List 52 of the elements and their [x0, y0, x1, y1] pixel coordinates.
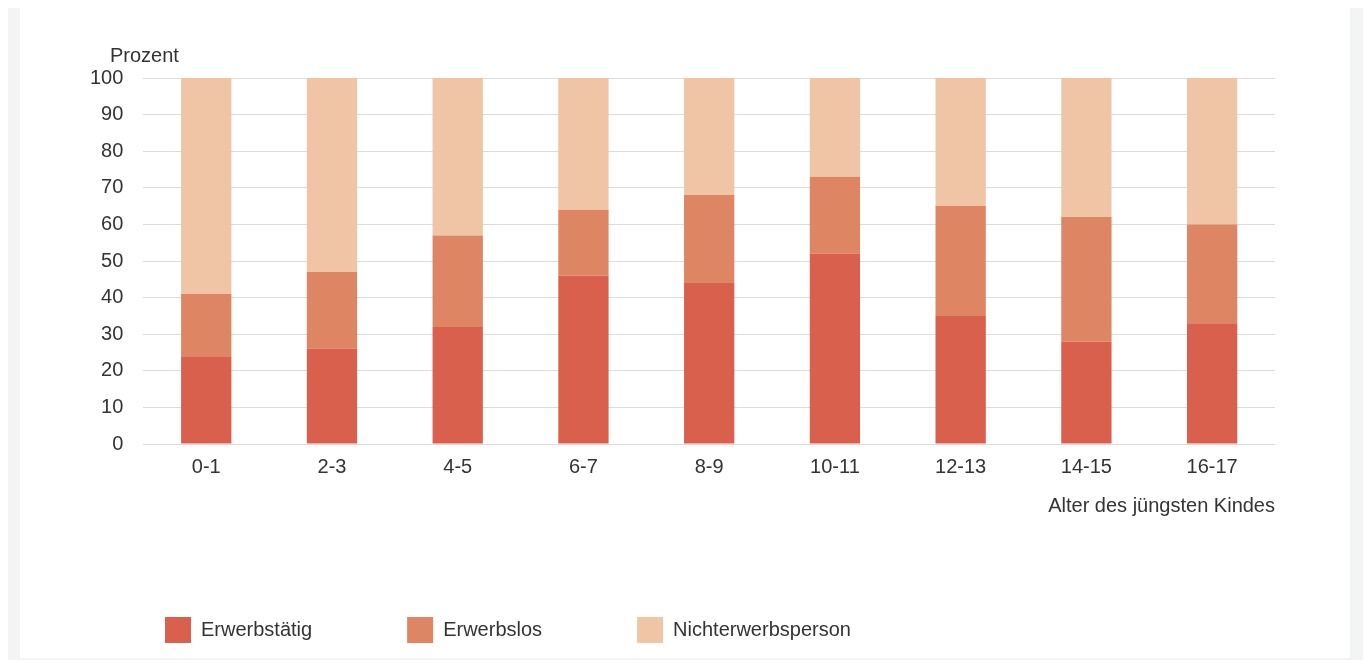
y-tick-label: 70 — [101, 175, 124, 198]
bar — [684, 78, 735, 196]
bar — [432, 78, 483, 236]
bar — [306, 271, 358, 349]
bar — [684, 282, 735, 444]
bar — [809, 176, 861, 254]
y-tick-label: 40 — [101, 285, 124, 308]
x-tick-label: 12-13 — [935, 454, 987, 477]
bar — [1186, 323, 1238, 444]
y-tick-label: 60 — [101, 211, 124, 234]
x-tick-label: 2-3 — [317, 454, 347, 477]
bar — [1186, 78, 1238, 225]
bar — [432, 326, 483, 444]
legend-label: Erwerbslos — [443, 617, 543, 640]
y-tick-label: 50 — [101, 248, 124, 271]
x-tick-label: 10-11 — [810, 454, 860, 477]
bar — [558, 275, 609, 444]
bar — [1061, 78, 1112, 218]
y-tick-label: 0 — [112, 431, 124, 454]
x-tick-label: 6-7 — [568, 454, 598, 477]
x-axis-title: Alter des jüngsten Kindes — [1048, 493, 1275, 516]
bar — [809, 253, 861, 444]
bar — [306, 78, 358, 272]
x-tick-label: 0-1 — [191, 454, 221, 477]
legend-label: Nichterwerbsperson — [673, 617, 851, 640]
x-tick-label: 8-9 — [694, 454, 724, 477]
bar — [181, 293, 232, 357]
x-tick-label: 4-5 — [443, 454, 473, 477]
bar — [1061, 341, 1112, 444]
bar — [684, 195, 735, 283]
bar — [181, 78, 232, 294]
bar — [935, 78, 986, 207]
bar — [935, 315, 986, 444]
y-tick-label: 100 — [89, 65, 124, 88]
bar — [935, 206, 986, 316]
bar — [558, 209, 609, 276]
y-tick-label: 20 — [101, 358, 124, 381]
bar — [1186, 224, 1238, 324]
bar — [181, 356, 232, 444]
y-axis-title: Prozent — [110, 43, 180, 66]
y-tick-label: 80 — [101, 138, 124, 161]
y-tick-label: 30 — [101, 321, 124, 344]
y-tick-label: 10 — [101, 394, 124, 417]
x-tick-label: 16-17 — [1186, 454, 1238, 477]
x-tick-label: 14-15 — [1060, 454, 1112, 477]
y-tick-label: 90 — [101, 102, 124, 125]
bar — [432, 235, 483, 327]
legend-label: Erwerbstätig — [201, 617, 313, 640]
bar — [809, 78, 861, 177]
bar — [306, 348, 358, 444]
bar — [558, 78, 609, 210]
bar — [1061, 217, 1112, 342]
